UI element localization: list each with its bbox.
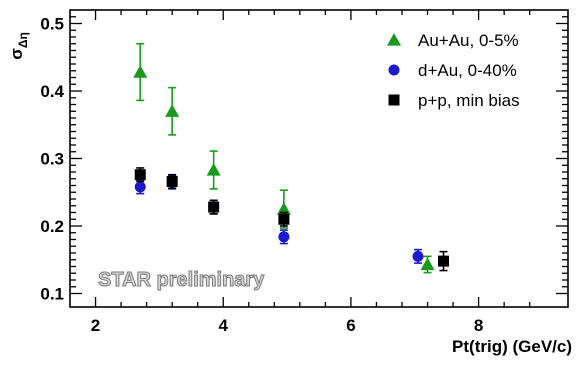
legend-marker-square — [388, 94, 400, 106]
plot-background — [70, 10, 568, 307]
data-point — [133, 65, 148, 78]
axes-layer: 2 4 6 8 0.1 0.2 0.3 0.4 0.5 — [40, 9, 569, 335]
y-tick-label: 0.4 — [40, 82, 64, 101]
legend-label: p+p, min bias — [418, 91, 520, 110]
data-point — [206, 162, 221, 176]
data-point — [165, 104, 180, 117]
data-point — [134, 181, 146, 193]
y-tick-label: 0.1 — [40, 285, 64, 304]
data-point — [208, 201, 220, 213]
x-tick-label: 6 — [346, 316, 355, 335]
y-axis-title-main: σ — [7, 48, 26, 60]
annotation-star-preliminary: STAR preliminary — [98, 269, 265, 291]
series-layer — [133, 42, 449, 274]
series-square — [134, 167, 449, 272]
y-axis-title-subscript: Δη — [16, 32, 30, 48]
y-tick-label: 0.5 — [40, 15, 64, 34]
data-point — [166, 175, 178, 187]
legend-marker-triangle — [387, 33, 401, 46]
data-point — [134, 169, 146, 181]
y-axis-title: σΔη — [7, 32, 30, 60]
x-tick-label: 2 — [91, 316, 100, 335]
data-point — [412, 250, 424, 262]
y-tick-label: 0.2 — [40, 217, 64, 236]
data-point — [420, 257, 435, 271]
data-point — [278, 213, 290, 225]
plot-area — [70, 10, 568, 307]
data-point — [276, 202, 291, 215]
x-tick-label: 4 — [218, 316, 228, 335]
legend: Au+Au, 0-5% d+Au, 0-40% p+p, min bias — [387, 31, 520, 110]
data-point — [278, 231, 290, 243]
legend-label: d+Au, 0-40% — [418, 61, 517, 80]
legend-marker-circle — [388, 64, 400, 76]
x-tick-label: 8 — [474, 316, 483, 335]
x-axis-title: Pt(trig) (GeV/c) — [452, 337, 572, 356]
legend-label: Au+Au, 0-5% — [418, 31, 519, 50]
data-point — [438, 255, 449, 267]
y-tick-label: 0.3 — [40, 150, 64, 169]
